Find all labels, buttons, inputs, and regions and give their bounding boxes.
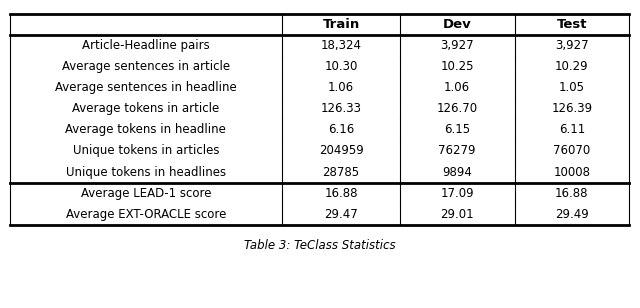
Text: 1.05: 1.05 (559, 81, 585, 94)
Text: 10008: 10008 (554, 166, 590, 179)
Text: 29.49: 29.49 (555, 208, 589, 221)
Text: Unique tokens in headlines: Unique tokens in headlines (66, 166, 226, 179)
Text: Average tokens in article: Average tokens in article (72, 102, 220, 115)
Text: Average sentences in headline: Average sentences in headline (55, 81, 237, 94)
Text: 1.06: 1.06 (328, 81, 354, 94)
Text: 76070: 76070 (553, 144, 591, 157)
Text: 126.33: 126.33 (321, 102, 362, 115)
Text: Average sentences in article: Average sentences in article (62, 60, 230, 73)
Text: 10.29: 10.29 (555, 60, 589, 73)
Text: Test: Test (557, 18, 587, 31)
Text: 16.88: 16.88 (324, 187, 358, 200)
Text: 17.09: 17.09 (440, 187, 474, 200)
Text: Average LEAD-1 score: Average LEAD-1 score (81, 187, 211, 200)
Text: 29.47: 29.47 (324, 208, 358, 221)
Text: 204959: 204959 (319, 144, 364, 157)
Text: 16.88: 16.88 (555, 187, 589, 200)
Text: Article-Headline pairs: Article-Headline pairs (82, 39, 210, 52)
Text: 29.01: 29.01 (440, 208, 474, 221)
Text: 76279: 76279 (438, 144, 476, 157)
Text: 126.70: 126.70 (436, 102, 478, 115)
Text: Average tokens in headline: Average tokens in headline (65, 124, 227, 136)
Text: 18,324: 18,324 (321, 39, 362, 52)
Text: 10.30: 10.30 (324, 60, 358, 73)
Text: Average EXT-ORACLE score: Average EXT-ORACLE score (66, 208, 226, 221)
Text: 1.06: 1.06 (444, 81, 470, 94)
Text: Table 3: TeClass Statistics: Table 3: TeClass Statistics (244, 239, 396, 252)
Text: 6.15: 6.15 (444, 124, 470, 136)
Text: Train: Train (323, 18, 360, 31)
Text: 10.25: 10.25 (440, 60, 474, 73)
Text: Dev: Dev (443, 18, 472, 31)
Text: Unique tokens in articles: Unique tokens in articles (73, 144, 219, 157)
Text: 6.16: 6.16 (328, 124, 354, 136)
Text: 9894: 9894 (442, 166, 472, 179)
Text: 6.11: 6.11 (559, 124, 585, 136)
Text: 3,927: 3,927 (440, 39, 474, 52)
Text: 28785: 28785 (323, 166, 360, 179)
Text: 126.39: 126.39 (551, 102, 593, 115)
Text: 3,927: 3,927 (555, 39, 589, 52)
